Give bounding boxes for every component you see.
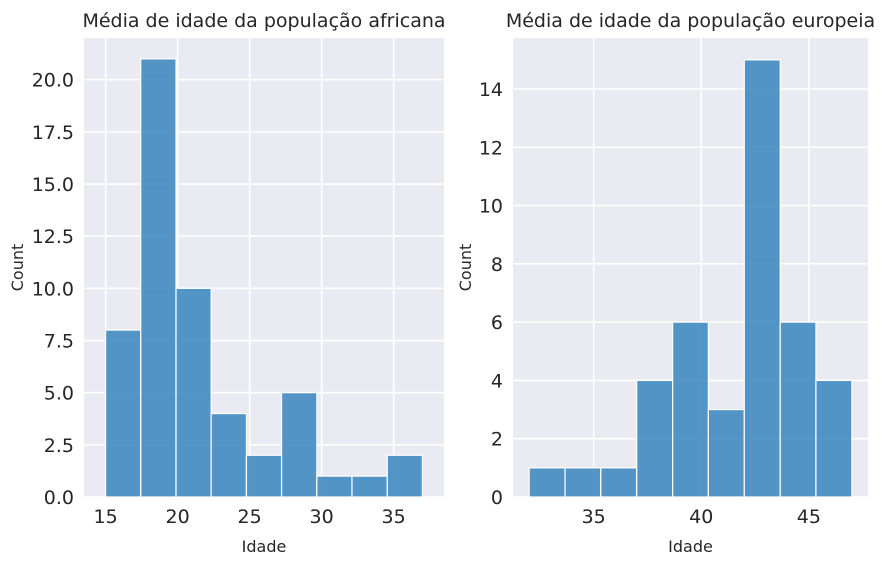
chart-title: Média de idade da população africana	[82, 10, 445, 32]
y-tick-label: 7.5	[44, 331, 74, 353]
histogram-bar	[316, 475, 353, 498]
histogram-bar	[351, 475, 388, 498]
y-tick-label: 4	[491, 370, 503, 392]
histogram-bar	[245, 454, 283, 498]
x-axis-label: Idade	[242, 537, 287, 556]
histogram-bar	[707, 408, 745, 498]
x-tick-label: 35	[582, 506, 606, 528]
x-tick-label: 35	[382, 506, 406, 528]
y-tick-label: 2.5	[44, 435, 74, 457]
y-tick-label: 10.0	[32, 278, 74, 300]
histogram-bar	[175, 287, 212, 498]
histogram-bar	[386, 454, 424, 498]
x-tick-label: 45	[797, 506, 821, 528]
histogram-bar	[564, 467, 602, 498]
histogram-bar	[815, 379, 853, 498]
x-tick-label: 25	[238, 506, 262, 528]
x-tick-label: 40	[689, 506, 713, 528]
y-tick-label: 0.0	[44, 487, 74, 509]
x-tick-label: 15	[94, 506, 118, 528]
chart-1: 0.0 2.5 5.0 7.5 10.0 12.5 15.0 17.5 20.0 15 20 25 30…	[8, 10, 446, 556]
y-axis-label: Count	[8, 244, 27, 292]
histogram-bar	[140, 58, 177, 498]
histogram-bar	[528, 467, 566, 498]
y-tick-label: 20.0	[32, 70, 74, 92]
chart-title: Média de idade da população europeia	[506, 10, 875, 32]
y-tick-label: 8	[491, 254, 503, 276]
histogram-bar	[104, 329, 142, 498]
histogram-bar	[600, 467, 638, 498]
y-tick-label: 0	[491, 487, 503, 509]
y-tick-label: 17.5	[32, 122, 74, 144]
x-axis-label: Idade	[668, 537, 713, 556]
histogram-bar	[636, 379, 674, 498]
y-tick-label: 14	[479, 79, 503, 101]
y-tick-label: 12.5	[32, 226, 74, 248]
y-tick-label: 15.0	[32, 174, 74, 196]
y-tick-label: 10	[479, 196, 503, 218]
histogram-bar	[779, 321, 817, 498]
y-tick-label: 5.0	[44, 383, 74, 405]
chart-2: 0 2 4 6 8 10 12 14 35 40 45 Média de idade da popul…	[456, 10, 875, 556]
x-tick-label: 30	[310, 506, 334, 528]
y-axis-label: Count	[456, 244, 475, 292]
histogram-bar	[672, 321, 709, 498]
y-tick-label: 2	[491, 429, 503, 451]
x-tick-label: 20	[166, 506, 190, 528]
y-tick-label: 6	[491, 312, 503, 334]
histogram-bar	[210, 412, 248, 498]
histogram-bar	[280, 392, 318, 498]
histogram-bar	[743, 59, 781, 498]
y-tick-label: 12	[479, 137, 503, 159]
